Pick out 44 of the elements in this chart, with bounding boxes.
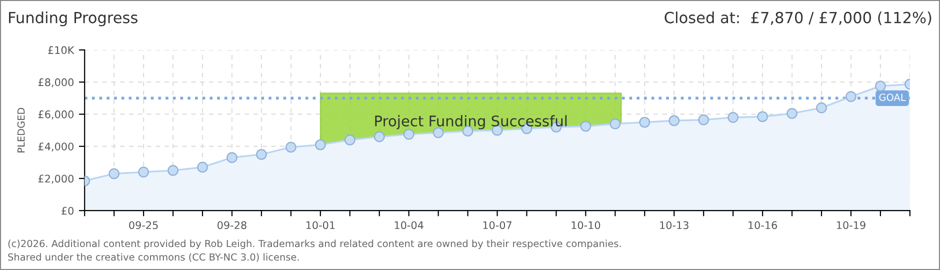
point (344, 134, 356, 146)
x-tick-label: 10-13 (660, 221, 688, 230)
x-tick-label: 10-04 (394, 221, 424, 230)
x-tick-label: 10-10 (572, 221, 600, 230)
y-tick-label: £4,000 (38, 142, 74, 152)
x-tick-label: 09-25 (129, 221, 158, 230)
point (256, 148, 267, 160)
x-tick-label: 10-07 (483, 221, 512, 230)
point (786, 108, 798, 119)
y-tick-label: £0 (62, 206, 74, 215)
point (286, 142, 296, 153)
point (728, 112, 738, 123)
y-axis-title: PLEDGED (17, 108, 25, 152)
text: Shared under the creative commons (CC BY-NC 3.0) license. (8, 253, 299, 262)
chart-title: Funding Progress (9, 12, 138, 26)
point (875, 80, 886, 92)
y-tick-label: £8,000 (38, 78, 74, 88)
point (846, 91, 856, 102)
text: (c)2026. Additional content provided by Rob Leigh. Trademarks and related content are owned by their respective companies. (8, 240, 621, 250)
y-tick-label: £2,000 (38, 174, 74, 184)
annotation: Project Funding Successful (375, 115, 567, 130)
point (168, 165, 178, 176)
point (610, 118, 621, 130)
point (226, 152, 238, 163)
point (639, 116, 650, 128)
point (698, 114, 710, 126)
x-tick-label: 10-16 (748, 221, 778, 230)
point (580, 120, 592, 132)
point (197, 162, 208, 173)
chart-subtitle: Closed at: £7,870 / £7,000 (112%) (664, 12, 932, 26)
y-tick-label: £6,000 (38, 110, 74, 120)
point (757, 111, 768, 122)
point (403, 128, 414, 140)
point (816, 102, 827, 114)
x-tick-label: 10-19 (836, 221, 866, 230)
y-tick-label: £10K (48, 46, 74, 54)
point (314, 139, 326, 150)
point (668, 115, 680, 126)
x-tick-label: 09-28 (218, 221, 246, 230)
point (374, 131, 385, 142)
x-tick-label: 10-01 (306, 221, 335, 230)
ref-line-label: GOAL (879, 94, 906, 101)
point (138, 166, 149, 178)
point (108, 168, 120, 180)
